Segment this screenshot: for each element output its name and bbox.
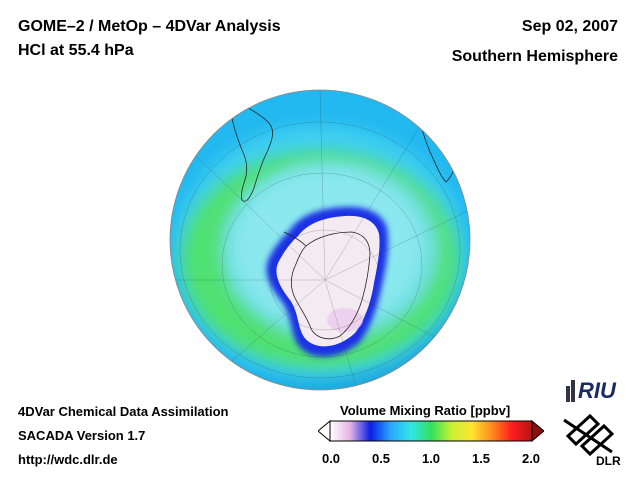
- globe-limb: [169, 89, 471, 391]
- colorbar: [318, 420, 544, 442]
- colorbar-tick-3: 1.5: [471, 451, 491, 466]
- globe-map: [169, 89, 471, 391]
- dlr-logo: DLR: [563, 413, 621, 468]
- credit-url: http://wdc.dlr.de: [18, 452, 118, 467]
- region-label: Southern Hemisphere: [451, 48, 618, 65]
- colorbar-arrow-left: [318, 420, 331, 442]
- credit-line1: 4DVar Chemical Data Assimilation: [18, 404, 229, 419]
- colorbar-tick-1: 0.5: [371, 451, 391, 466]
- title-line1: GOME–2 / MetOp – 4DVar Analysis: [18, 18, 281, 35]
- colorbar-tick-2: 1.0: [421, 451, 441, 466]
- date-label: Sep 02, 2007: [521, 18, 618, 35]
- colorbar-gradient: [329, 420, 533, 442]
- riu-logo: RIU: [566, 378, 617, 403]
- title-line2: HCl at 55.4 hPa: [18, 42, 134, 59]
- dlr-logo-text: DLR: [596, 454, 621, 468]
- australia-outline: [449, 328, 470, 355]
- colorbar-title: Volume Mixing Ratio [ppbv]: [340, 403, 511, 418]
- colorbar-tick-4: 2.0: [521, 451, 541, 466]
- colorbar-tick-0: 0.0: [321, 451, 341, 466]
- colorbar-arrow-right: [531, 420, 544, 442]
- credit-line2: SACADA Version 1.7: [18, 428, 146, 443]
- riu-logo-text: RIU: [578, 378, 617, 403]
